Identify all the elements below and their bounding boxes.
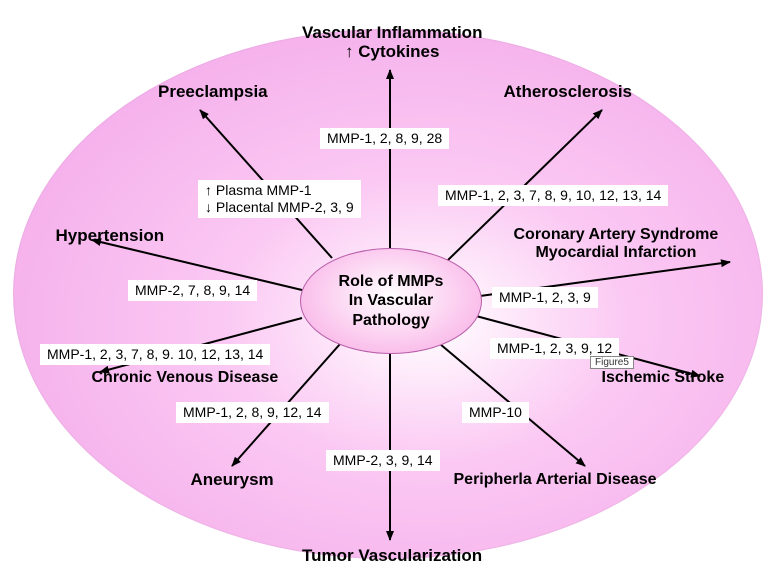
mmp-box-coronary: MMP-1, 2, 3, 9 bbox=[492, 287, 598, 308]
disease-label-tumor: Tumor Vascularization bbox=[302, 546, 482, 566]
mmp-box-peripheral: MMP-10 bbox=[462, 402, 529, 423]
disease-label-preeclampsia: Preeclampsia bbox=[158, 82, 268, 102]
mmp-box-atherosclerosis: MMP-1, 2, 3, 7, 8, 9, 10, 12, 13, 14 bbox=[438, 185, 668, 206]
disease-label-aneurysm: Aneurysm bbox=[191, 470, 274, 490]
mmp-box-hypertension: MMP-2, 7, 8, 9, 14 bbox=[128, 280, 257, 301]
mmp-box-preeclampsia: ↑ Plasma MMP-1 ↓ Placental MMP-2, 3, 9 bbox=[198, 180, 361, 218]
disease-label-coronary: Coronary Artery Syndrome Myocardial Infa… bbox=[514, 226, 719, 263]
disease-label-chronic-venous: Chronic Venous Disease bbox=[92, 369, 279, 387]
mmp-box-chronic-venous: MMP-1, 2, 3, 7, 8, 9. 10, 12, 13, 14 bbox=[40, 344, 270, 365]
disease-label-atherosclerosis: Atherosclerosis bbox=[504, 82, 633, 102]
center-title: Role of MMPs In Vascular Pathology bbox=[339, 272, 444, 330]
diagram-stage: Role of MMPs In Vascular Pathology Vascu… bbox=[0, 0, 770, 579]
disease-label-hypertension: Hypertension bbox=[56, 226, 165, 246]
center-ellipse: Role of MMPs In Vascular Pathology bbox=[300, 248, 482, 354]
disease-label-vascular-inflammation: Vascular Inflammation ↑ Cytokines bbox=[302, 23, 482, 62]
disease-label-ischemic-stroke: Ischemic Stroke bbox=[602, 369, 725, 387]
mmp-box-tumor: MMP-2, 3, 9, 14 bbox=[326, 450, 440, 471]
disease-label-peripheral: Peripherla Arterial Disease bbox=[454, 471, 657, 489]
figure-tag: Figure5 bbox=[590, 356, 634, 369]
mmp-box-vascular-inflammation: MMP-1, 2, 8, 9, 28 bbox=[320, 128, 449, 149]
mmp-box-aneurysm: MMP-1, 2, 8, 9, 12, 14 bbox=[176, 402, 329, 423]
